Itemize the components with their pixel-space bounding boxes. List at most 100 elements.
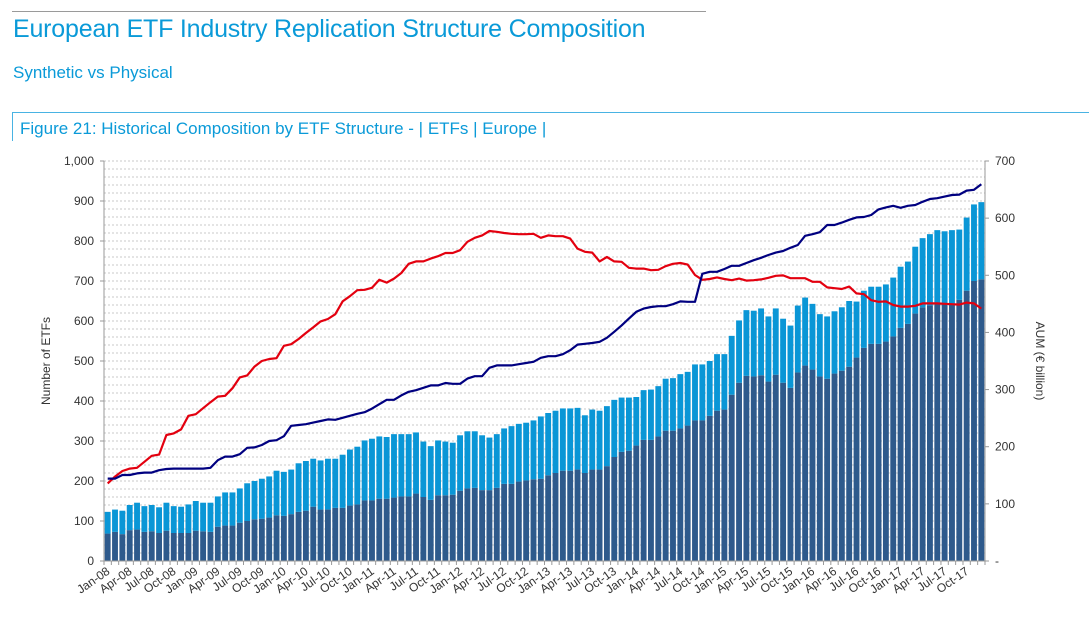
bar-segment-lower xyxy=(655,436,662,561)
bar-segment-upper xyxy=(310,458,317,507)
left-axis-label: Number of ETFs xyxy=(39,317,53,405)
bar-segment-lower xyxy=(772,374,779,561)
bar-segment-lower xyxy=(236,522,243,561)
bar-segment-lower xyxy=(464,488,471,561)
bar-segment-upper xyxy=(317,460,324,510)
bar-segment-lower xyxy=(266,517,273,561)
bar-segment-lower xyxy=(648,439,654,561)
bar-segment-lower xyxy=(714,410,720,561)
bar-segment-lower xyxy=(875,343,882,561)
bar-segment-lower xyxy=(493,487,500,561)
bar-segment-upper xyxy=(567,408,574,471)
bar-segment-upper xyxy=(714,354,720,411)
bar-segment-lower xyxy=(405,496,412,561)
bar-segment-upper xyxy=(662,378,669,431)
bar-segment-lower xyxy=(809,369,816,561)
bar-segment-upper xyxy=(324,458,331,510)
bar-segment-lower xyxy=(258,518,265,561)
bar-segment-upper xyxy=(156,507,162,533)
bar-segment-lower xyxy=(317,509,324,561)
right-axis-label: AUM (€ billion) xyxy=(1033,322,1047,401)
left-tick-label: 0 xyxy=(87,554,94,568)
bar-segment-upper xyxy=(736,320,742,383)
bar-segment-upper xyxy=(545,413,552,476)
bar-segment-lower xyxy=(273,515,280,561)
bar-segment-upper xyxy=(559,408,566,471)
bar-segment-upper xyxy=(758,308,765,376)
bar-segment-lower xyxy=(904,323,911,561)
bar-segment-lower xyxy=(603,466,610,561)
bar-segment-lower xyxy=(625,450,632,561)
line-series-navy xyxy=(107,183,982,480)
bar-segment-lower xyxy=(251,519,258,561)
right-tick-label: 300 xyxy=(995,383,1015,397)
bar-segment-upper xyxy=(831,311,838,374)
bar-segment-upper xyxy=(391,434,397,498)
left-tick-label: 400 xyxy=(74,394,94,408)
bar-segment-upper xyxy=(457,435,464,491)
bar-segment-lower xyxy=(413,493,419,561)
bar-segment-upper xyxy=(904,261,911,324)
bar-segment-upper xyxy=(420,441,427,497)
bar-segment-lower xyxy=(750,376,757,561)
bar-segment-lower xyxy=(537,478,544,561)
bar-segment-upper xyxy=(464,431,471,489)
bar-segment-lower xyxy=(846,366,853,561)
bar-segment-upper xyxy=(934,230,941,305)
bar-segment-upper xyxy=(214,496,221,527)
bar-segment-lower xyxy=(545,475,552,561)
bar-segment-lower xyxy=(376,498,383,561)
bar-segment-upper xyxy=(369,438,375,501)
bar-segment-lower xyxy=(479,490,486,561)
bar-segment-upper xyxy=(949,230,955,305)
bar-segment-lower xyxy=(699,420,706,561)
bar-segment-lower xyxy=(787,387,794,561)
bar-segment-upper xyxy=(882,284,889,342)
bar-segment-lower xyxy=(860,347,867,561)
bar-segment-upper xyxy=(919,238,926,308)
bar-segment-lower xyxy=(589,469,596,561)
bar-segment-upper xyxy=(794,305,801,373)
bar-segment-upper xyxy=(897,266,904,328)
bar-segment-upper xyxy=(721,354,728,410)
bar-segment-lower xyxy=(420,497,427,561)
bar-segment-upper xyxy=(838,307,845,371)
bar-segment-lower xyxy=(890,336,897,561)
bar-segment-upper xyxy=(354,446,361,505)
bar-segment-upper xyxy=(692,364,698,421)
bar-segment-upper xyxy=(427,446,434,500)
bar-segment-lower xyxy=(919,307,926,561)
bar-segment-upper xyxy=(633,397,640,446)
gridlines xyxy=(104,160,985,554)
bar-segment-upper xyxy=(280,471,287,516)
bar-segment-lower xyxy=(192,530,199,561)
bar-segment-lower xyxy=(501,483,508,561)
bar-segment-lower xyxy=(391,497,397,561)
bar-segment-lower xyxy=(633,445,640,561)
bar-segment-upper xyxy=(912,246,919,314)
bar-segment-lower xyxy=(288,514,295,561)
bar-segment-lower xyxy=(178,533,185,561)
bar-segment-lower xyxy=(156,533,162,561)
bar-segment-upper xyxy=(405,434,412,497)
bar-segment-upper xyxy=(971,204,977,281)
bar-segment-upper xyxy=(347,449,353,506)
bar-segment-upper xyxy=(787,325,794,388)
right-tick-label: 100 xyxy=(995,497,1015,511)
bar-segment-lower xyxy=(214,526,221,561)
bar-segment-upper xyxy=(178,506,185,533)
figure-title-frame xyxy=(12,112,1089,141)
bar-segment-upper xyxy=(941,231,948,305)
left-tick-label: 200 xyxy=(74,474,94,488)
bar-segment-upper xyxy=(625,397,632,451)
bar-segment-lower xyxy=(457,490,464,561)
bar-segment-lower xyxy=(141,531,148,561)
bar-segment-lower xyxy=(684,425,691,561)
bar-segment-upper xyxy=(266,476,273,518)
bar-segment-upper xyxy=(126,505,133,531)
bar-segment-upper xyxy=(493,434,500,488)
bar-segment-lower xyxy=(486,490,493,561)
bar-segment-upper xyxy=(376,436,383,499)
bar-segment-upper xyxy=(809,303,816,370)
bar-segment-upper xyxy=(361,440,368,501)
